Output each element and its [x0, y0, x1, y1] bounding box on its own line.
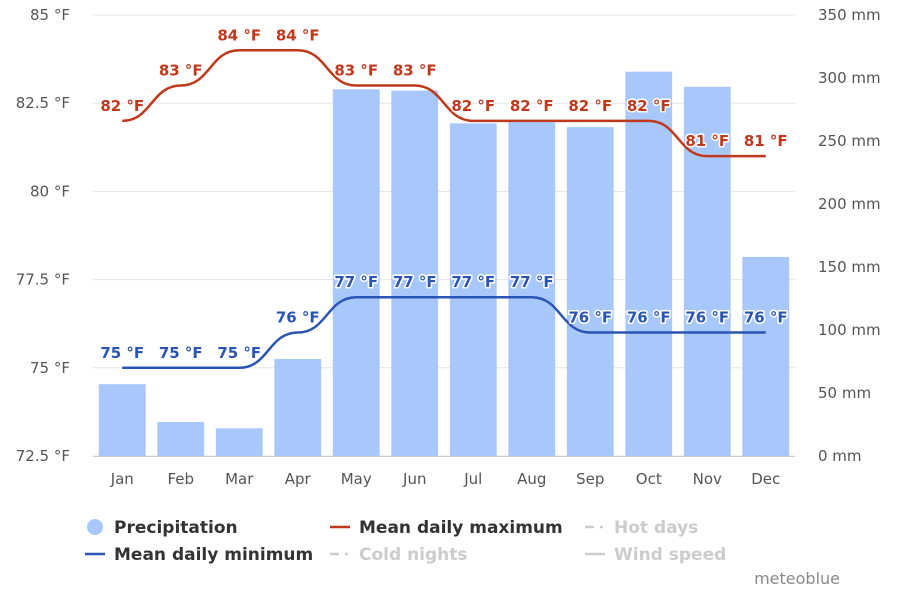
- y-right-tick-label: 0 mm: [818, 447, 862, 465]
- x-tick-label: Sep: [576, 470, 604, 488]
- legend-label: Mean daily minimum: [114, 545, 313, 565]
- mean-daily-minimum-data-label: 76 °F: [276, 309, 320, 327]
- precipitation-bar: [274, 358, 322, 456]
- mean-daily-maximum-data-label: 81 °F: [744, 132, 788, 150]
- credit-text: meteoblue: [754, 569, 840, 588]
- mean-daily-minimum-data-label: 76 °F: [627, 309, 671, 327]
- mean-daily-minimum-data-label: 77 °F: [334, 273, 378, 291]
- mean-daily-minimum-data-label: 75 °F: [159, 344, 203, 362]
- x-tick-label: Jul: [463, 470, 482, 488]
- x-tick-label: Feb: [167, 470, 194, 488]
- y-left-tick-label: 80 °F: [30, 182, 70, 200]
- mean-daily-maximum-data-label: 82 °F: [510, 97, 554, 115]
- precipitation-bars: [98, 71, 790, 457]
- y-left-tick-label: 77.5 °F: [16, 271, 70, 289]
- mean-daily-maximum-data-label: 82 °F: [451, 97, 495, 115]
- legend-label: Cold nights: [359, 545, 468, 565]
- x-tick-label: Mar: [225, 470, 254, 488]
- precipitation-bar: [157, 421, 205, 456]
- precipitation-bar: [391, 90, 439, 456]
- mean-daily-maximum-data-label: 81 °F: [685, 132, 729, 150]
- precipitation-bar: [742, 256, 790, 456]
- mean-daily-minimum-data-label: 77 °F: [451, 273, 495, 291]
- precipitation-bar: [332, 89, 380, 456]
- x-tick-label: Jun: [402, 470, 426, 488]
- y-right-tick-label: 50 mm: [818, 384, 871, 402]
- mean-daily-maximum-data-label: 84 °F: [217, 26, 261, 44]
- y-left-tick-label: 75 °F: [30, 359, 70, 377]
- mean-daily-minimum-data-label: 76 °F: [568, 309, 612, 327]
- y-right-tick-label: 350 mm: [818, 6, 881, 24]
- mean-daily-minimum-line: [122, 295, 766, 370]
- temperature-lines: [122, 49, 766, 370]
- legend-item-cold-nights[interactable]: Cold nights: [330, 545, 468, 565]
- mean-daily-maximum-data-label: 82 °F: [100, 97, 144, 115]
- x-tick-label: May: [341, 470, 372, 488]
- y-right-tick-label: 300 mm: [818, 69, 881, 87]
- legend-label: Mean daily maximum: [359, 518, 563, 538]
- legend: Precipitation Mean daily maximum Hot days M…: [85, 518, 726, 565]
- legend-label: Precipitation: [114, 518, 238, 538]
- y-right-tick-label: 100 mm: [818, 321, 881, 339]
- y-right-tick-label: 250 mm: [818, 132, 881, 150]
- x-tick-label: Aug: [517, 470, 546, 488]
- x-tick-label: Dec: [751, 470, 780, 488]
- x-tick-label: Apr: [285, 470, 312, 488]
- precipitation-bar: [566, 127, 614, 456]
- mean-daily-minimum-data-label: 75 °F: [100, 344, 144, 362]
- mean-daily-minimum-data-label: 76 °F: [685, 309, 729, 327]
- precipitation-bar: [215, 428, 263, 456]
- y-right-tick-label: 200 mm: [818, 195, 881, 213]
- mean-daily-maximum-data-label: 82 °F: [627, 97, 671, 115]
- precipitation-bar: [98, 384, 146, 456]
- mean-daily-minimum-data-label: 76 °F: [744, 309, 788, 327]
- mean-daily-maximum-data-label: 83 °F: [159, 62, 203, 80]
- legend-item-precipitation[interactable]: Precipitation: [87, 518, 238, 538]
- mean-daily-minimum-data-label: 77 °F: [393, 273, 437, 291]
- mean-daily-maximum-data-label: 83 °F: [334, 62, 378, 80]
- data-labels: 82 °F 83 °F 84 °F 84 °F 83 °F 83 °F 82 °F 82 °F…: [99, 25, 789, 364]
- legend-item-mean-daily-maximum[interactable]: Mean daily maximum: [330, 518, 563, 538]
- y-left-tick-label: 82.5 °F: [16, 94, 70, 112]
- y-right-tick-label: 150 mm: [818, 258, 881, 276]
- y-left-tick-label: 72.5 °F: [16, 447, 70, 465]
- mean-daily-maximum-data-label: 83 °F: [393, 62, 437, 80]
- legend-item-mean-daily-minimum[interactable]: Mean daily minimum: [85, 545, 313, 565]
- y-left-tick-label: 85 °F: [30, 6, 70, 24]
- precipitation-bar: [625, 71, 673, 456]
- precipitation-bar: [449, 123, 497, 457]
- mean-daily-maximum-line: [122, 49, 766, 158]
- legend-symbol: [87, 519, 103, 535]
- legend-label: Wind speed: [614, 545, 726, 565]
- x-tick-label: Nov: [693, 470, 722, 488]
- mean-daily-minimum-data-label: 77 °F: [510, 273, 554, 291]
- x-tick-label: Oct: [636, 470, 662, 488]
- precipitation-bar: [508, 122, 556, 456]
- mean-daily-maximum-data-label: 82 °F: [568, 97, 612, 115]
- legend-item-hot-days[interactable]: Hot days: [585, 518, 698, 538]
- mean-daily-maximum-data-label: 84 °F: [276, 26, 320, 44]
- legend-item-wind-speed[interactable]: Wind speed: [585, 545, 726, 565]
- precipitation-bar: [683, 86, 731, 456]
- x-tick-label: Jan: [110, 470, 134, 488]
- mean-daily-minimum-data-label: 75 °F: [217, 344, 261, 362]
- legend-label: Hot days: [614, 518, 698, 538]
- axes: 72.5 °F 75 °F 77.5 °F 80 °F 82.5 °F 85 °F 0 mm…: [16, 6, 881, 488]
